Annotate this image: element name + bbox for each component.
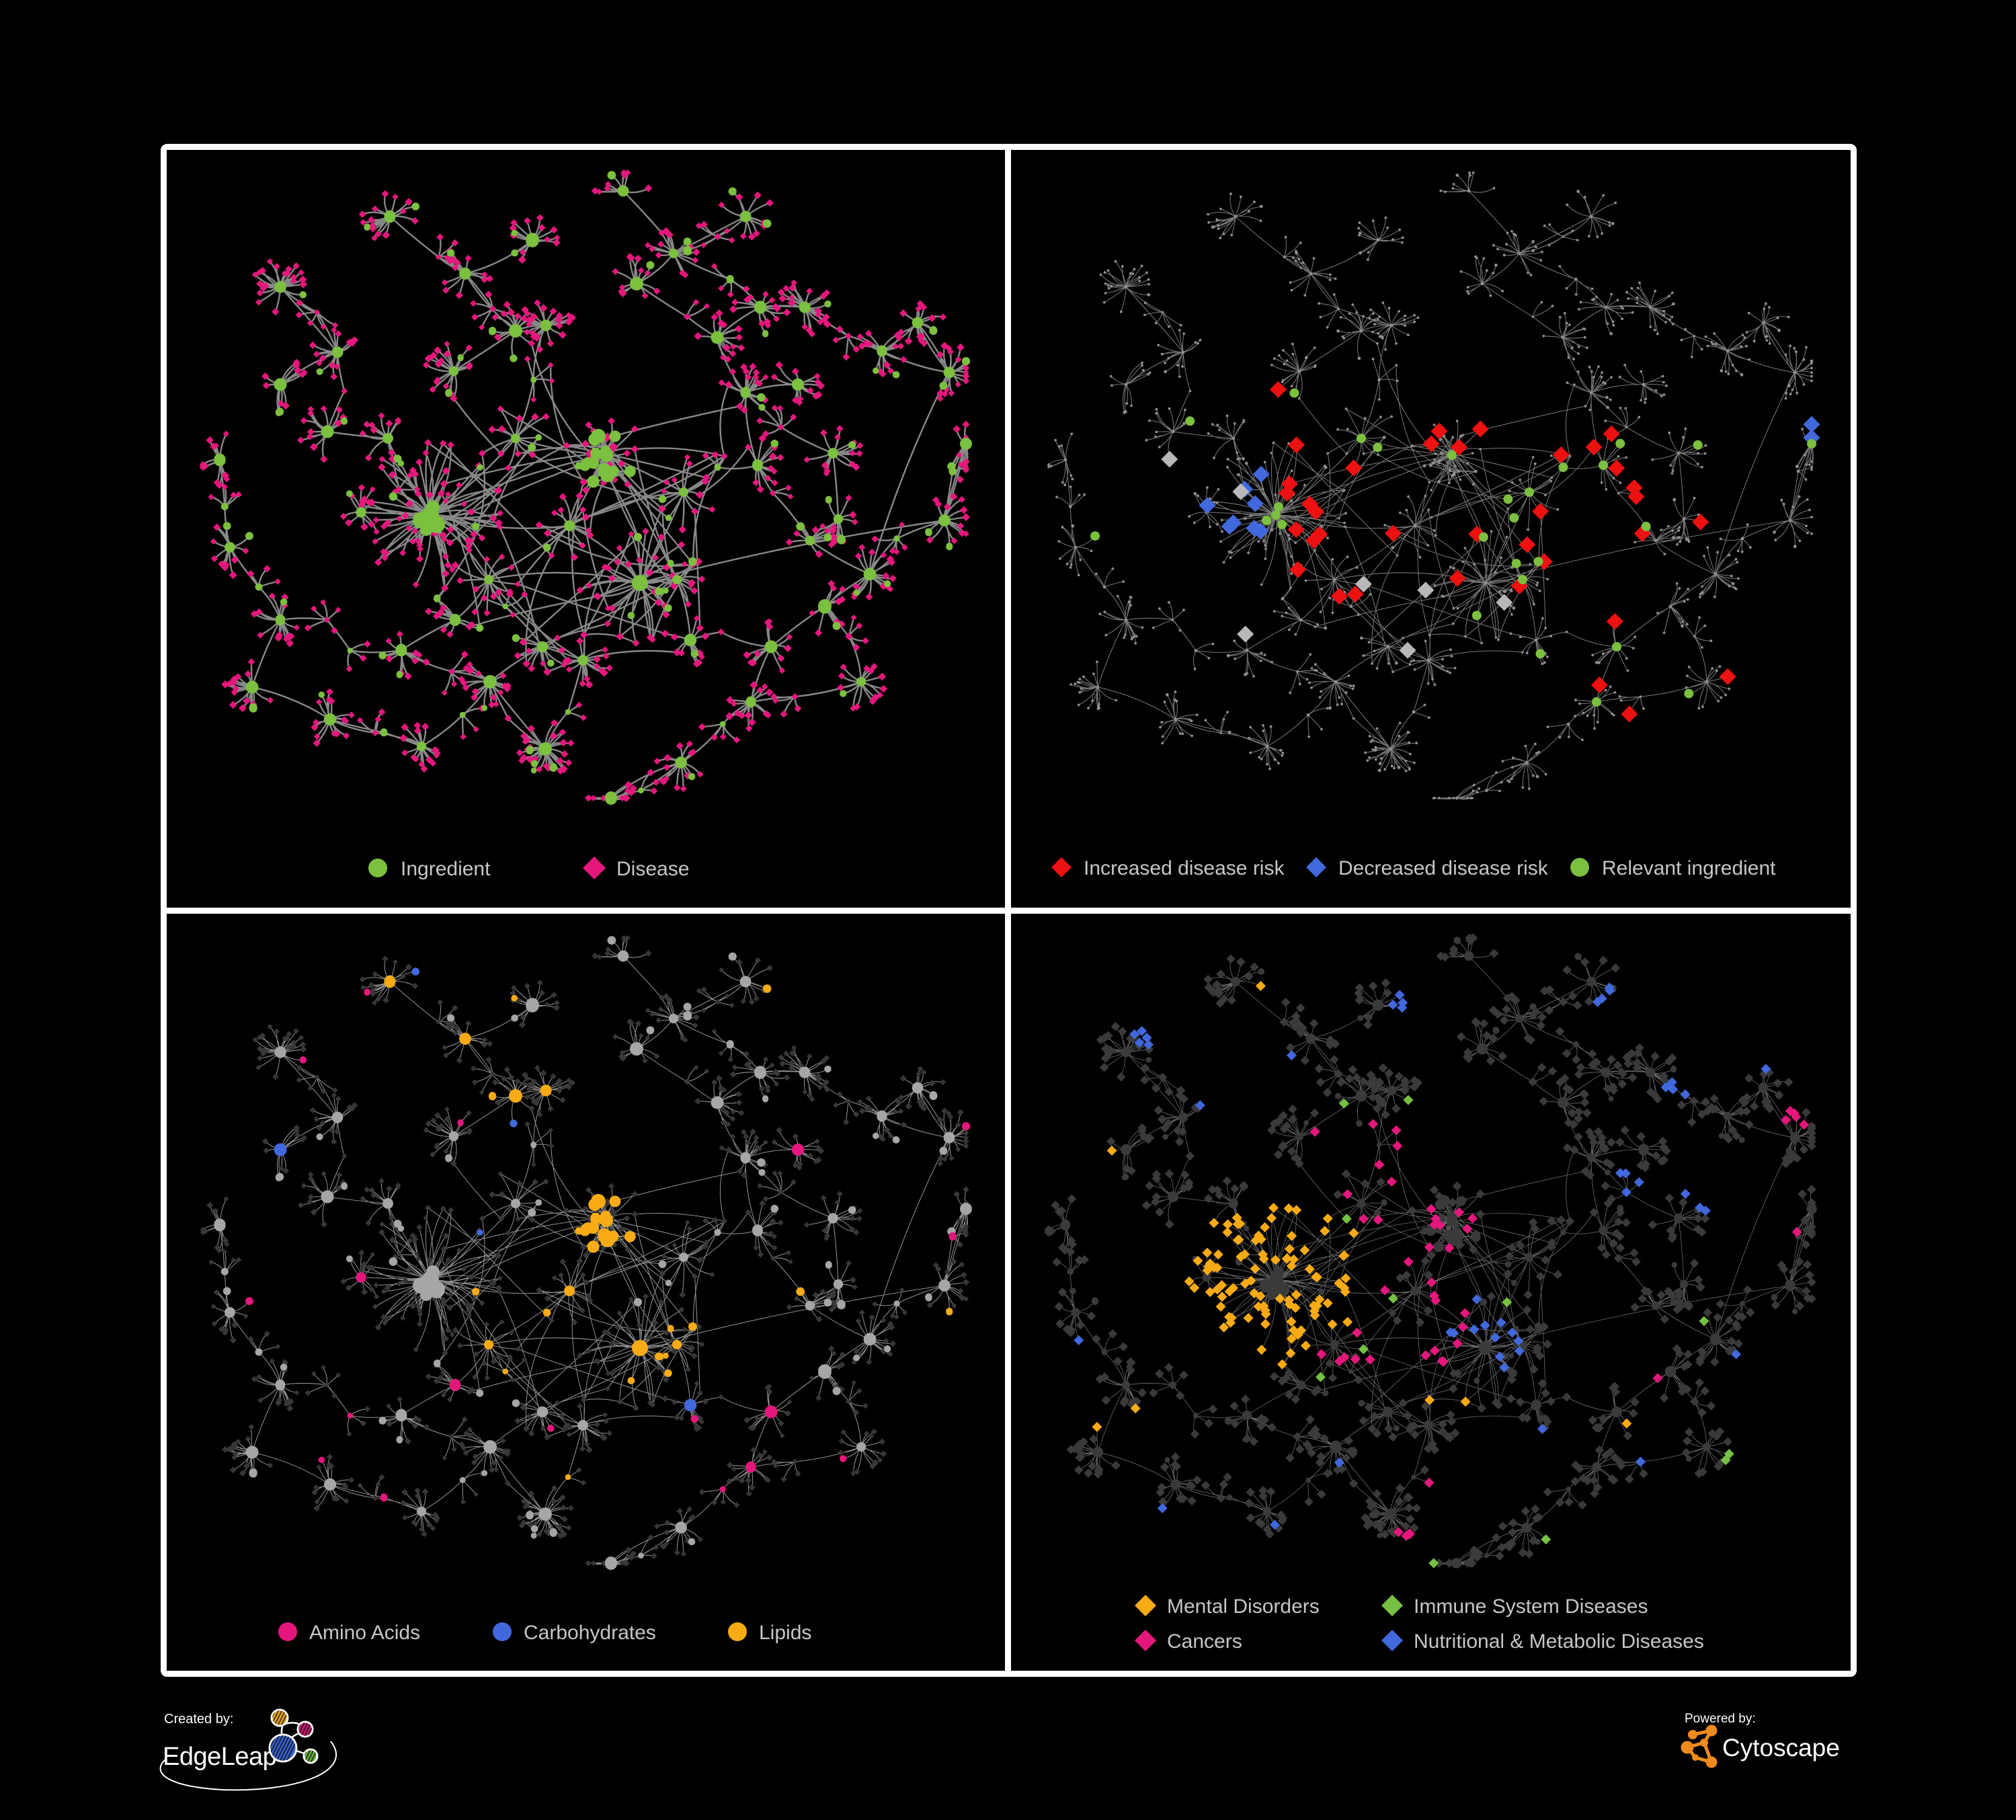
svg-text:Amino Acids: Amino Acids <box>309 1622 420 1644</box>
svg-text:Nutritional & Metabolic Diseas: Nutritional & Metabolic Diseases <box>1414 1630 1704 1653</box>
svg-text:Decreased disease risk: Decreased disease risk <box>1338 857 1549 879</box>
svg-text:Cytoscape: Cytoscape <box>1722 1734 1840 1762</box>
svg-text:EdgeLeap: EdgeLeap <box>163 1743 276 1771</box>
svg-text:Powered by:: Powered by: <box>1685 1712 1756 1726</box>
svg-text:Relevant ingredient: Relevant ingredient <box>1602 857 1776 879</box>
svg-text:Ingredient: Ingredient <box>401 858 491 880</box>
svg-text:Cancers: Cancers <box>1167 1630 1242 1653</box>
svg-text:Created by:: Created by: <box>164 1712 233 1727</box>
svg-text:Mental Disorders: Mental Disorders <box>1167 1595 1320 1618</box>
svg-text:Increased disease risk: Increased disease risk <box>1084 857 1285 879</box>
svg-text:Disease: Disease <box>616 858 689 880</box>
svg-text:Carbohydrates: Carbohydrates <box>524 1622 656 1644</box>
svg-text:Immune System Diseases: Immune System Diseases <box>1414 1595 1648 1618</box>
svg-text:Lipids: Lipids <box>759 1622 811 1644</box>
